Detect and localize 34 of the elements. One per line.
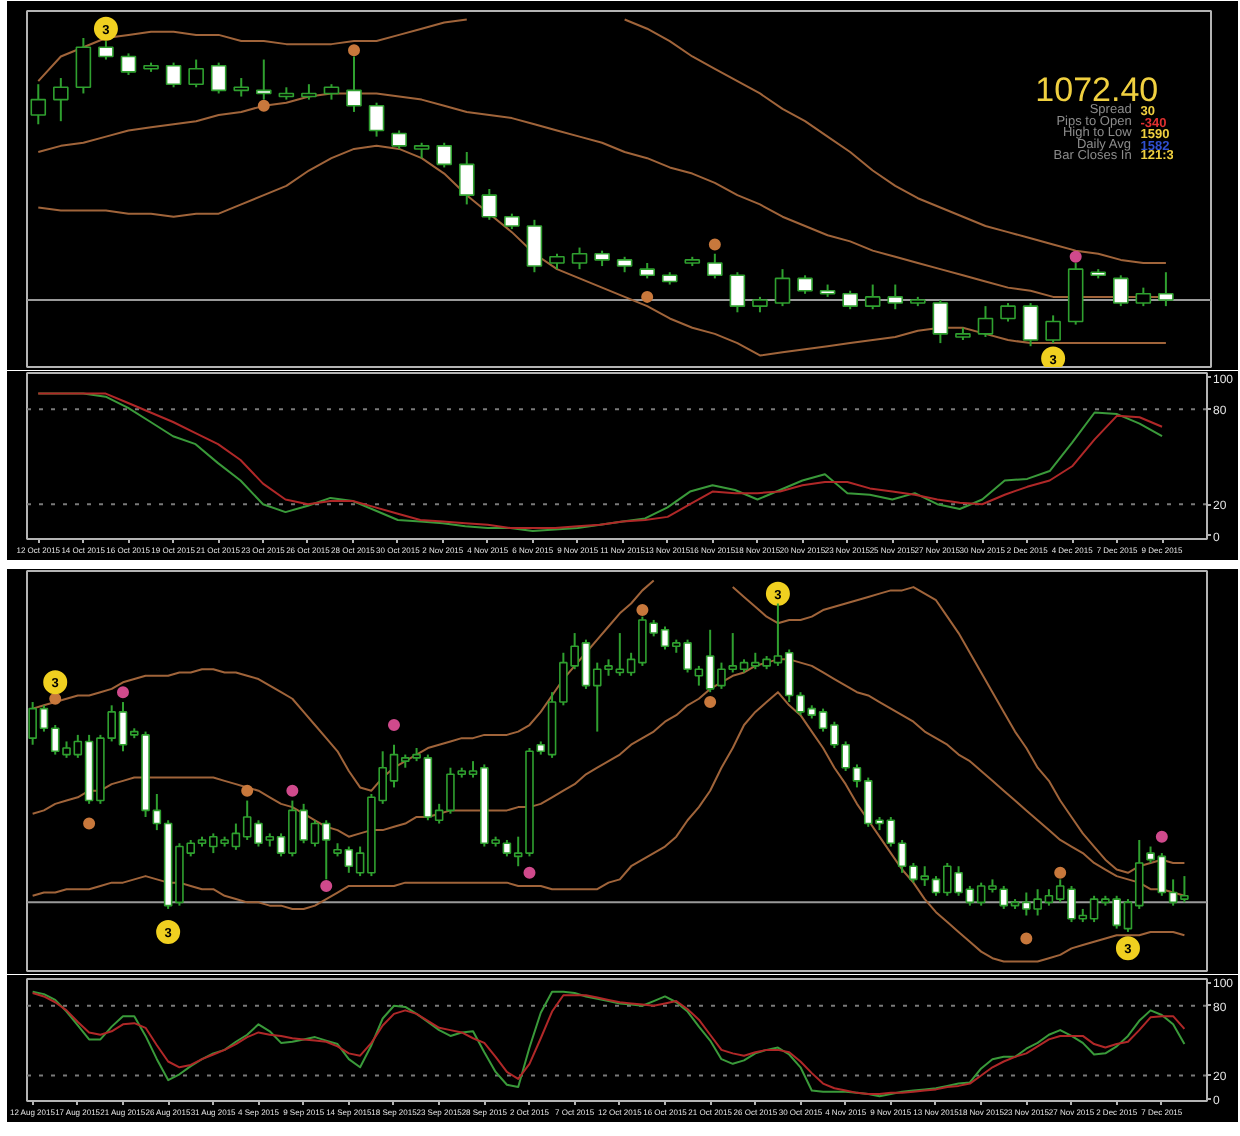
candlestick (571, 246, 588, 271)
candlestick (458, 151, 475, 206)
candlestick (1022, 302, 1039, 348)
point (49, 692, 62, 705)
point (241, 784, 254, 797)
candlestick (774, 268, 791, 308)
candlestick (526, 218, 543, 274)
point (1155, 830, 1168, 843)
point (116, 686, 129, 699)
candlestick (481, 188, 498, 221)
point (1054, 866, 1067, 879)
candlestick (1158, 271, 1174, 308)
point (523, 866, 536, 879)
candlestick (75, 36, 92, 95)
candlestick (729, 271, 746, 314)
point (1020, 932, 1033, 945)
point (286, 784, 299, 797)
candlestick (368, 101, 385, 138)
candlestick (53, 77, 69, 123)
point (83, 817, 96, 830)
candlestick (233, 77, 250, 98)
candlestick (1135, 286, 1152, 308)
point (704, 696, 717, 709)
candlestick (98, 40, 114, 61)
candlestick (977, 305, 994, 338)
candlestick (1045, 314, 1061, 345)
candlestick (707, 252, 723, 280)
candlestick (188, 58, 204, 89)
candlestick (932, 298, 949, 345)
candlestick (864, 283, 881, 311)
point (320, 879, 333, 892)
candlestick (887, 283, 904, 311)
point (636, 604, 649, 617)
point (387, 719, 400, 732)
